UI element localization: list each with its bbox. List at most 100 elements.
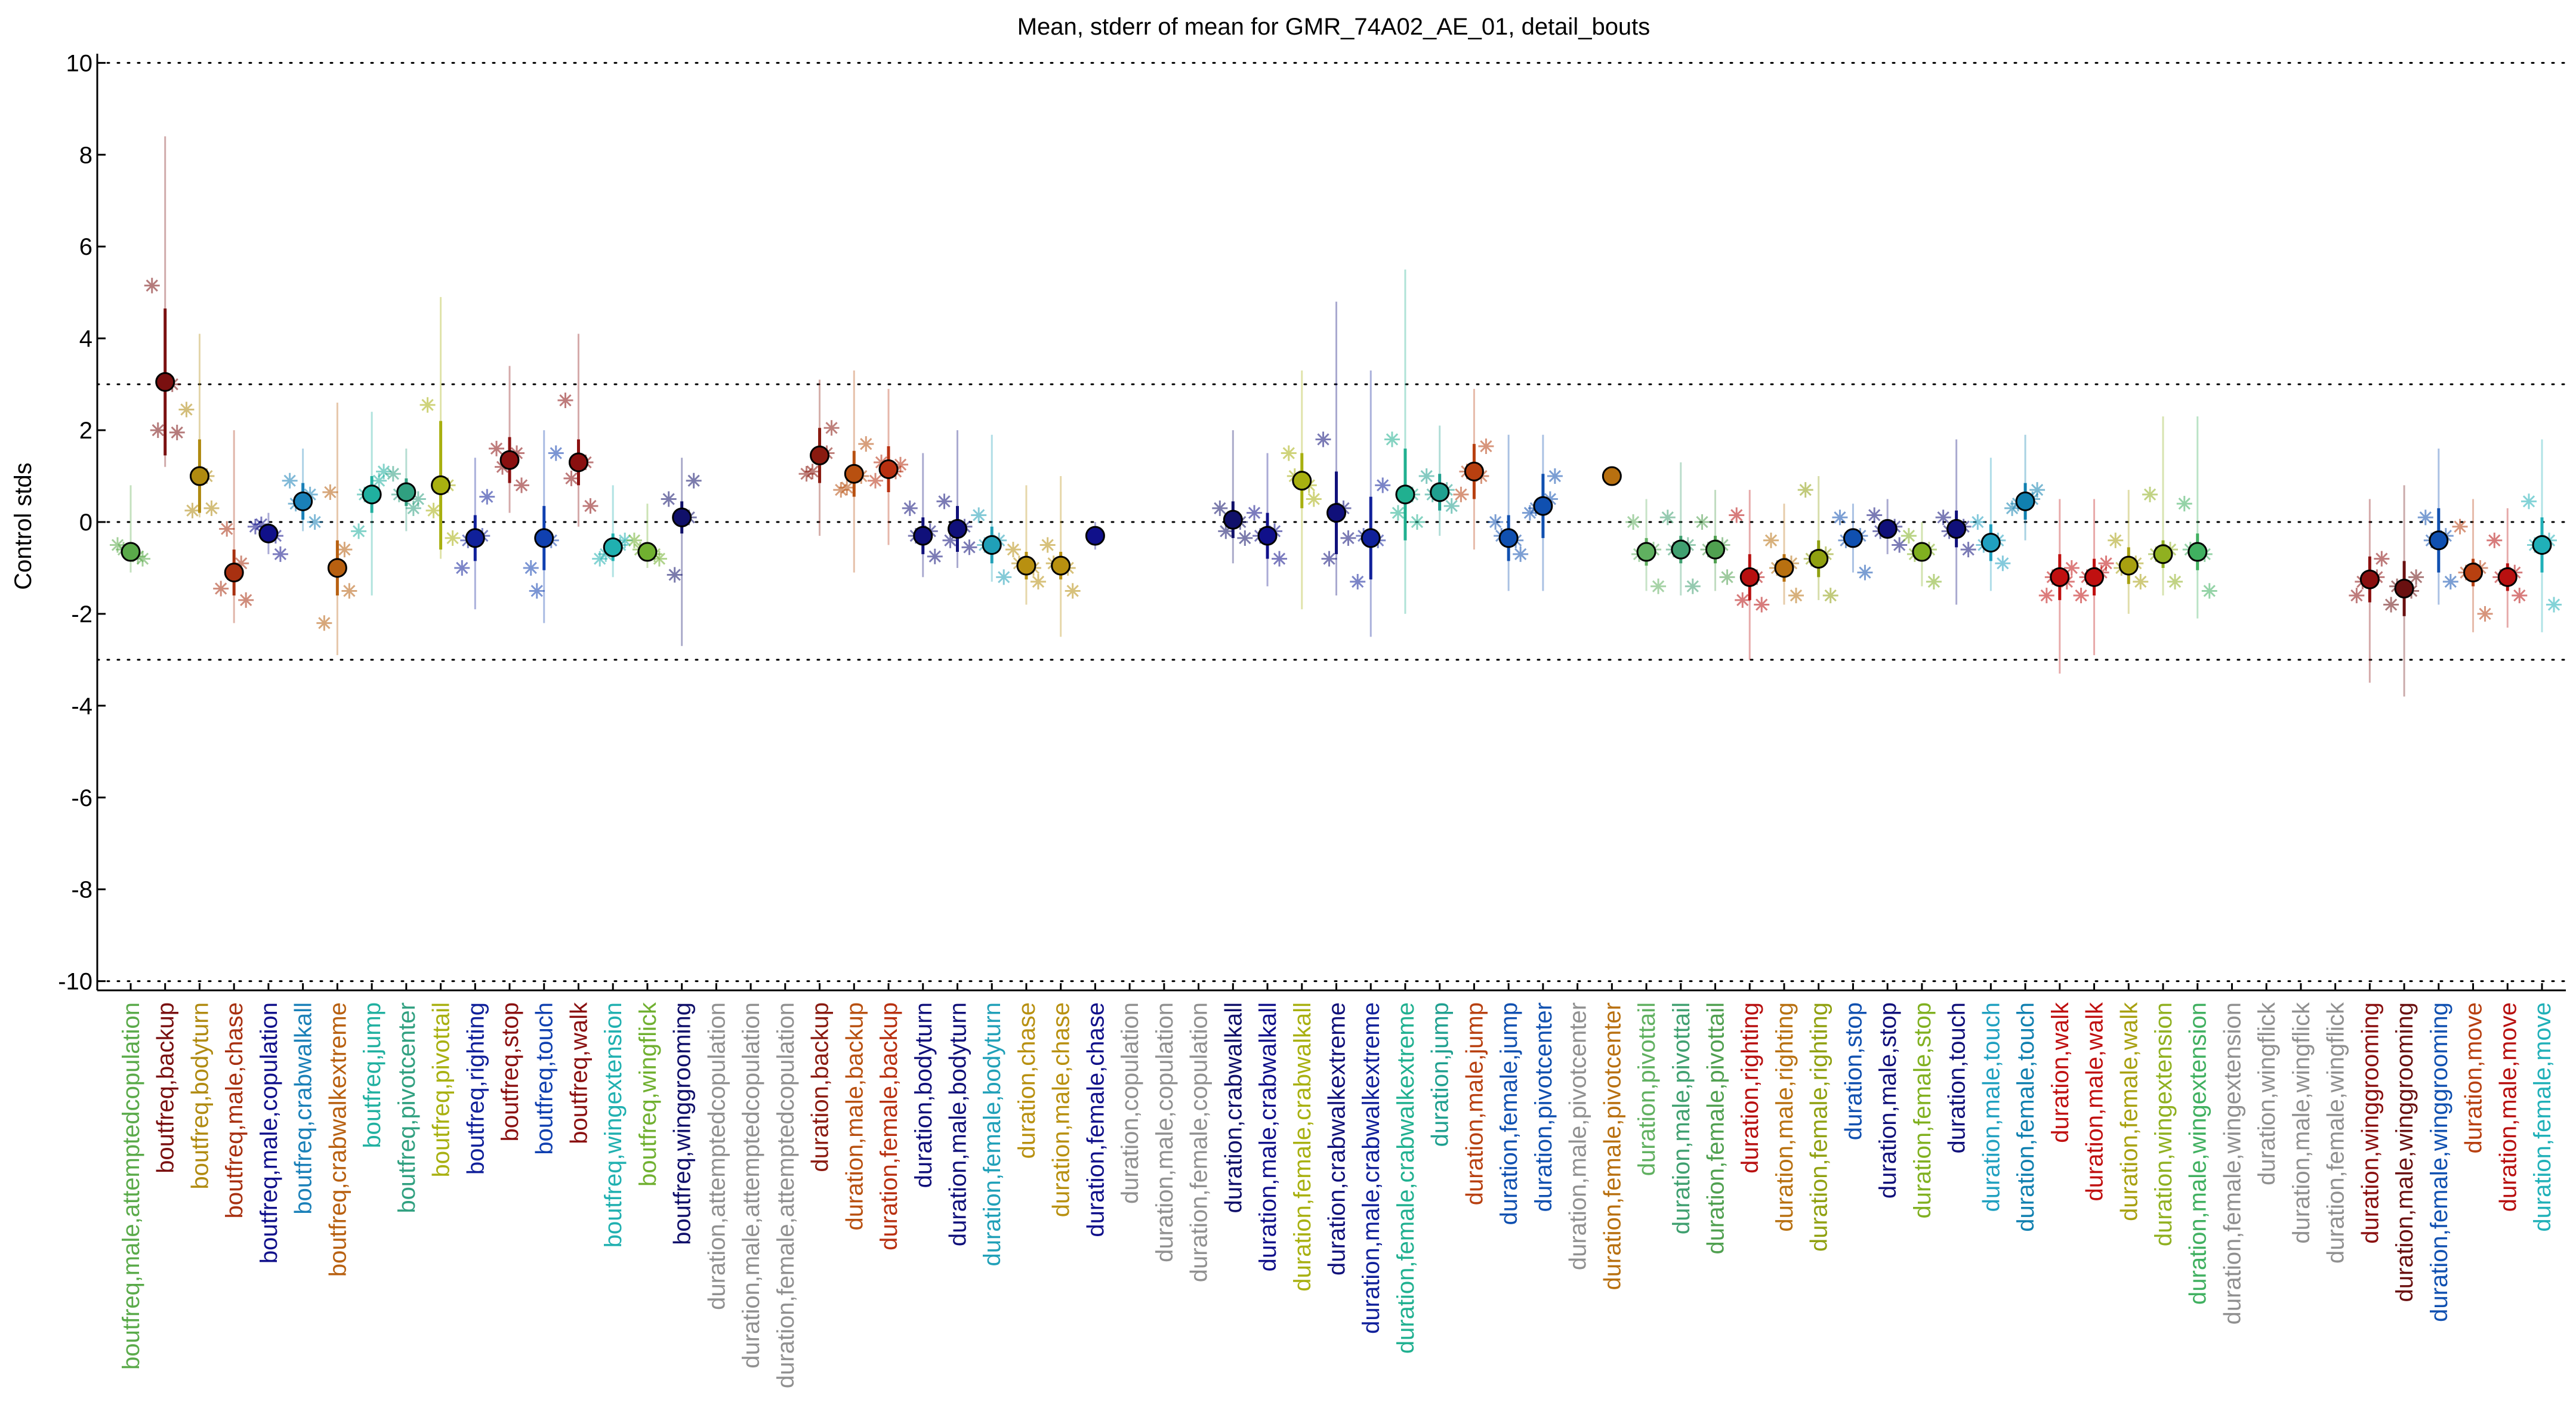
category-group (144, 136, 185, 467)
y-tick-label: -2 (71, 601, 92, 628)
x-tick-label: boutfreq,crabwalkall (291, 1002, 317, 1215)
category-group (454, 458, 495, 610)
replicate-point (2073, 588, 2089, 604)
replicate-point (1926, 574, 1942, 590)
x-tick-label: duration,male,stop (1875, 1002, 1901, 1199)
replicate-point (2546, 597, 2562, 613)
x-tick-label: duration,male,bodyturn (945, 1002, 971, 1246)
replicate-point (405, 500, 421, 516)
replicate-point (385, 466, 401, 482)
mean-marker (534, 528, 554, 548)
replicate-point (1065, 583, 1081, 599)
x-tick-label: duration,male,move (2495, 1002, 2521, 1212)
replicate-point (144, 277, 160, 294)
replicate-point (219, 521, 235, 537)
replicate-point (1867, 507, 1883, 523)
replicate-point (1443, 498, 1460, 514)
x-tick-label: duration,copulation (1117, 1002, 1143, 1204)
mean-marker (189, 466, 209, 486)
mean-marker (2118, 555, 2139, 576)
y-tick-label: 6 (79, 234, 92, 260)
replicate-point (1281, 445, 1297, 461)
replicate-point (902, 500, 918, 516)
x-tick-label: duration,female,pivottail (1703, 1002, 1729, 1254)
replicate-point (2486, 532, 2503, 548)
category-group (1453, 388, 1494, 550)
x-tick-label: boutfreq,backup (153, 1002, 179, 1174)
x-tick-label: boutfreq,pivotcenter (394, 1002, 420, 1213)
replicate-point (2167, 574, 2183, 590)
category-group (1970, 458, 2011, 591)
x-tick-label: duration,wingflick (2254, 1002, 2280, 1185)
x-tick-label: duration,female,chase (1082, 1002, 1109, 1237)
x-tick-label: boutfreq,crabwalkextreme (325, 1002, 351, 1277)
replicate-point (2349, 588, 2365, 604)
x-axis-labels: boutfreq,male,attemptedcopulation boutfre… (118, 1002, 2556, 1388)
replicate-point (1935, 509, 1951, 526)
category-group (592, 485, 633, 578)
replicate-point (1685, 578, 1701, 594)
category-group (419, 297, 461, 559)
x-tick-label: duration,male,righting (1772, 1002, 1798, 1232)
replicate-point (489, 440, 505, 456)
mean-marker (2050, 567, 2070, 587)
y-tick-label: -4 (71, 693, 92, 719)
mean-marker (431, 475, 451, 495)
replicate-point (150, 422, 166, 438)
replicate-point (1797, 482, 1813, 498)
x-tick-label: duration,pivottail (1634, 1002, 1660, 1176)
x-tick-label: duration,female,touch (2013, 1002, 2039, 1232)
x-tick-label: duration,female,bodyturn (979, 1002, 1005, 1267)
category-group (1625, 499, 1667, 594)
category-group (1005, 485, 1046, 605)
replicate-point (2417, 509, 2433, 526)
replicate-point (971, 507, 987, 523)
category-group (110, 485, 150, 573)
category-group (1694, 490, 1735, 591)
mean-marker (1361, 528, 1381, 548)
replicate-point (1384, 431, 1400, 447)
replicate-point (1763, 532, 1779, 548)
mean-marker (1774, 558, 1794, 578)
category-group (316, 402, 357, 656)
replicate-point (178, 402, 195, 418)
replicate-point (2477, 606, 2493, 622)
x-tick-label: duration,crabwalkall (1220, 1002, 1247, 1213)
mean-marker (1602, 466, 1622, 486)
mean-marker (121, 542, 141, 562)
category-group (1763, 504, 1804, 605)
replicate-point (1651, 578, 1667, 594)
mean-marker (1809, 549, 1829, 569)
mean-marker (1395, 484, 1415, 505)
replicate-point (2133, 574, 2149, 590)
category-group (1085, 522, 1105, 550)
chart-marks (110, 136, 2562, 990)
replicate-point (419, 397, 436, 413)
mean-marker (1912, 542, 1932, 562)
mean-marker (293, 491, 313, 511)
category-group (178, 333, 220, 518)
category-group (2004, 434, 2046, 541)
category-group (1602, 466, 1622, 486)
category-group (1935, 439, 1976, 605)
category-group (2521, 439, 2562, 632)
x-tick-label: duration,chase (1014, 1002, 1040, 1159)
category-group (2142, 416, 2183, 596)
replicate-point (322, 484, 338, 500)
replicate-point (2452, 518, 2468, 535)
replicate-point (858, 436, 874, 452)
x-tick-label: boutfreq,wingextension (600, 1002, 627, 1247)
mean-marker (2532, 535, 2552, 555)
mean-marker (1498, 528, 1519, 548)
mean-marker (810, 445, 830, 465)
replicate-point (1719, 569, 1735, 585)
replicate-point (1306, 491, 1322, 507)
replicate-point (445, 530, 461, 546)
replicate-point (282, 473, 298, 489)
replicate-point (686, 473, 702, 489)
mean-marker (913, 526, 933, 546)
mean-marker (362, 484, 382, 505)
x-tick-label: duration,bodyturn (911, 1002, 937, 1188)
replicate-point (1030, 574, 1046, 590)
category-group (1901, 522, 1942, 590)
